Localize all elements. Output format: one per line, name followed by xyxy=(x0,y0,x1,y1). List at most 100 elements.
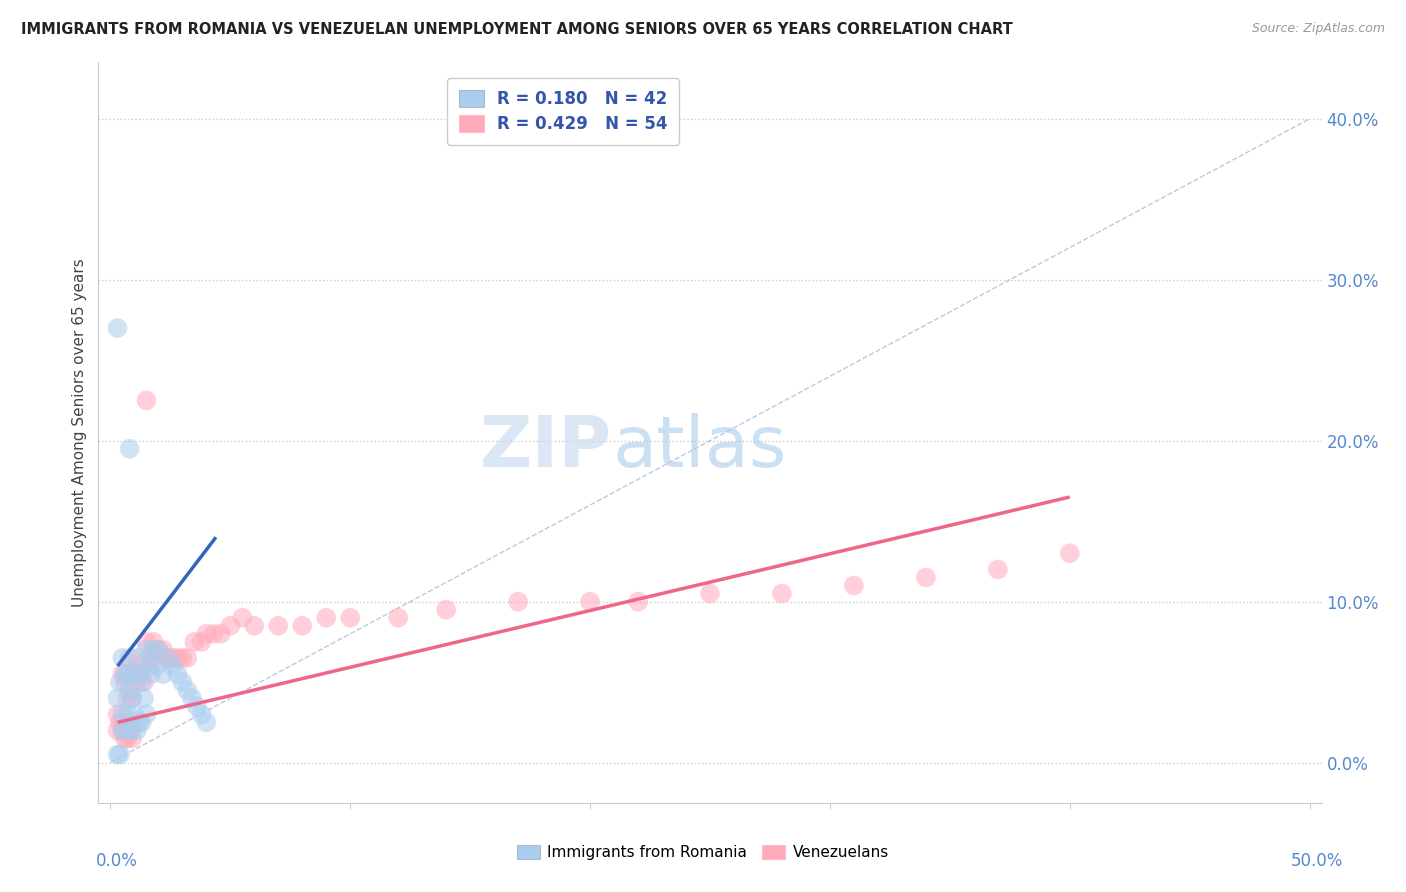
Point xyxy=(152,643,174,657)
Point xyxy=(142,635,165,649)
Point xyxy=(114,723,136,738)
Point xyxy=(121,691,143,706)
Point xyxy=(107,747,129,762)
Point xyxy=(387,610,409,624)
Point xyxy=(118,723,141,738)
Y-axis label: Unemployment Among Seniors over 65 years: Unemployment Among Seniors over 65 years xyxy=(72,259,87,607)
Point xyxy=(111,723,134,738)
Point xyxy=(842,578,865,592)
Point xyxy=(145,651,167,665)
Point xyxy=(183,635,205,649)
Point xyxy=(172,651,194,665)
Point xyxy=(114,667,136,681)
Point xyxy=(111,651,134,665)
Point xyxy=(915,570,938,584)
Point xyxy=(108,675,131,690)
Point xyxy=(339,610,361,624)
Point xyxy=(699,586,721,600)
Point xyxy=(108,715,131,730)
Point xyxy=(111,707,134,722)
Point xyxy=(166,667,188,681)
Point xyxy=(107,691,129,706)
Point xyxy=(125,723,148,738)
Point xyxy=(770,586,793,600)
Point xyxy=(115,707,138,722)
Point xyxy=(267,619,290,633)
Point xyxy=(176,683,198,698)
Point xyxy=(131,667,153,681)
Point xyxy=(114,731,136,746)
Point xyxy=(195,715,218,730)
Point xyxy=(152,667,174,681)
Text: 50.0%: 50.0% xyxy=(1291,852,1343,870)
Point xyxy=(135,635,157,649)
Point xyxy=(124,667,146,681)
Point xyxy=(156,651,179,665)
Point xyxy=(111,667,134,681)
Point xyxy=(142,643,165,657)
Point xyxy=(987,562,1010,576)
Point xyxy=(118,651,141,665)
Point xyxy=(209,627,232,641)
Text: ZIP: ZIP xyxy=(479,413,612,482)
Point xyxy=(128,715,150,730)
Text: Source: ZipAtlas.com: Source: ZipAtlas.com xyxy=(1251,22,1385,36)
Point xyxy=(231,610,253,624)
Point xyxy=(148,643,170,657)
Legend: Immigrants from Romania, Venezuelans: Immigrants from Romania, Venezuelans xyxy=(510,839,896,866)
Point xyxy=(125,651,148,665)
Point xyxy=(107,321,129,335)
Point xyxy=(166,651,188,665)
Point xyxy=(131,715,153,730)
Point xyxy=(508,594,530,608)
Point xyxy=(124,667,146,681)
Point xyxy=(115,731,138,746)
Point xyxy=(141,667,163,681)
Point xyxy=(195,627,218,641)
Point xyxy=(135,643,157,657)
Point xyxy=(434,602,457,616)
Point xyxy=(115,691,138,706)
Point xyxy=(114,675,136,690)
Point xyxy=(141,651,163,665)
Point xyxy=(118,683,141,698)
Point xyxy=(186,699,208,714)
Point xyxy=(315,610,337,624)
Point xyxy=(202,627,225,641)
Point xyxy=(121,723,143,738)
Point xyxy=(138,659,160,673)
Point xyxy=(181,691,204,706)
Point xyxy=(131,675,153,690)
Point xyxy=(108,747,131,762)
Point xyxy=(121,691,143,706)
Point xyxy=(115,667,138,681)
Point xyxy=(190,707,212,722)
Point xyxy=(1059,546,1081,560)
Text: 0.0%: 0.0% xyxy=(96,852,138,870)
Point xyxy=(172,675,194,690)
Point xyxy=(107,723,129,738)
Point xyxy=(118,442,141,456)
Legend: R = 0.180   N = 42, R = 0.429   N = 54: R = 0.180 N = 42, R = 0.429 N = 54 xyxy=(447,78,679,145)
Text: atlas: atlas xyxy=(612,413,786,482)
Point xyxy=(162,659,184,673)
Point xyxy=(145,659,167,673)
Point xyxy=(135,707,157,722)
Point xyxy=(111,723,134,738)
Point xyxy=(579,594,602,608)
Point xyxy=(128,667,150,681)
Point xyxy=(125,675,148,690)
Point xyxy=(135,393,157,408)
Point xyxy=(128,659,150,673)
Point xyxy=(132,691,155,706)
Point xyxy=(121,731,143,746)
Point xyxy=(138,651,160,665)
Point xyxy=(291,619,314,633)
Point xyxy=(124,707,146,722)
Point xyxy=(148,643,170,657)
Point xyxy=(107,707,129,722)
Point xyxy=(156,651,179,665)
Point xyxy=(243,619,266,633)
Point xyxy=(162,651,184,665)
Point xyxy=(190,635,212,649)
